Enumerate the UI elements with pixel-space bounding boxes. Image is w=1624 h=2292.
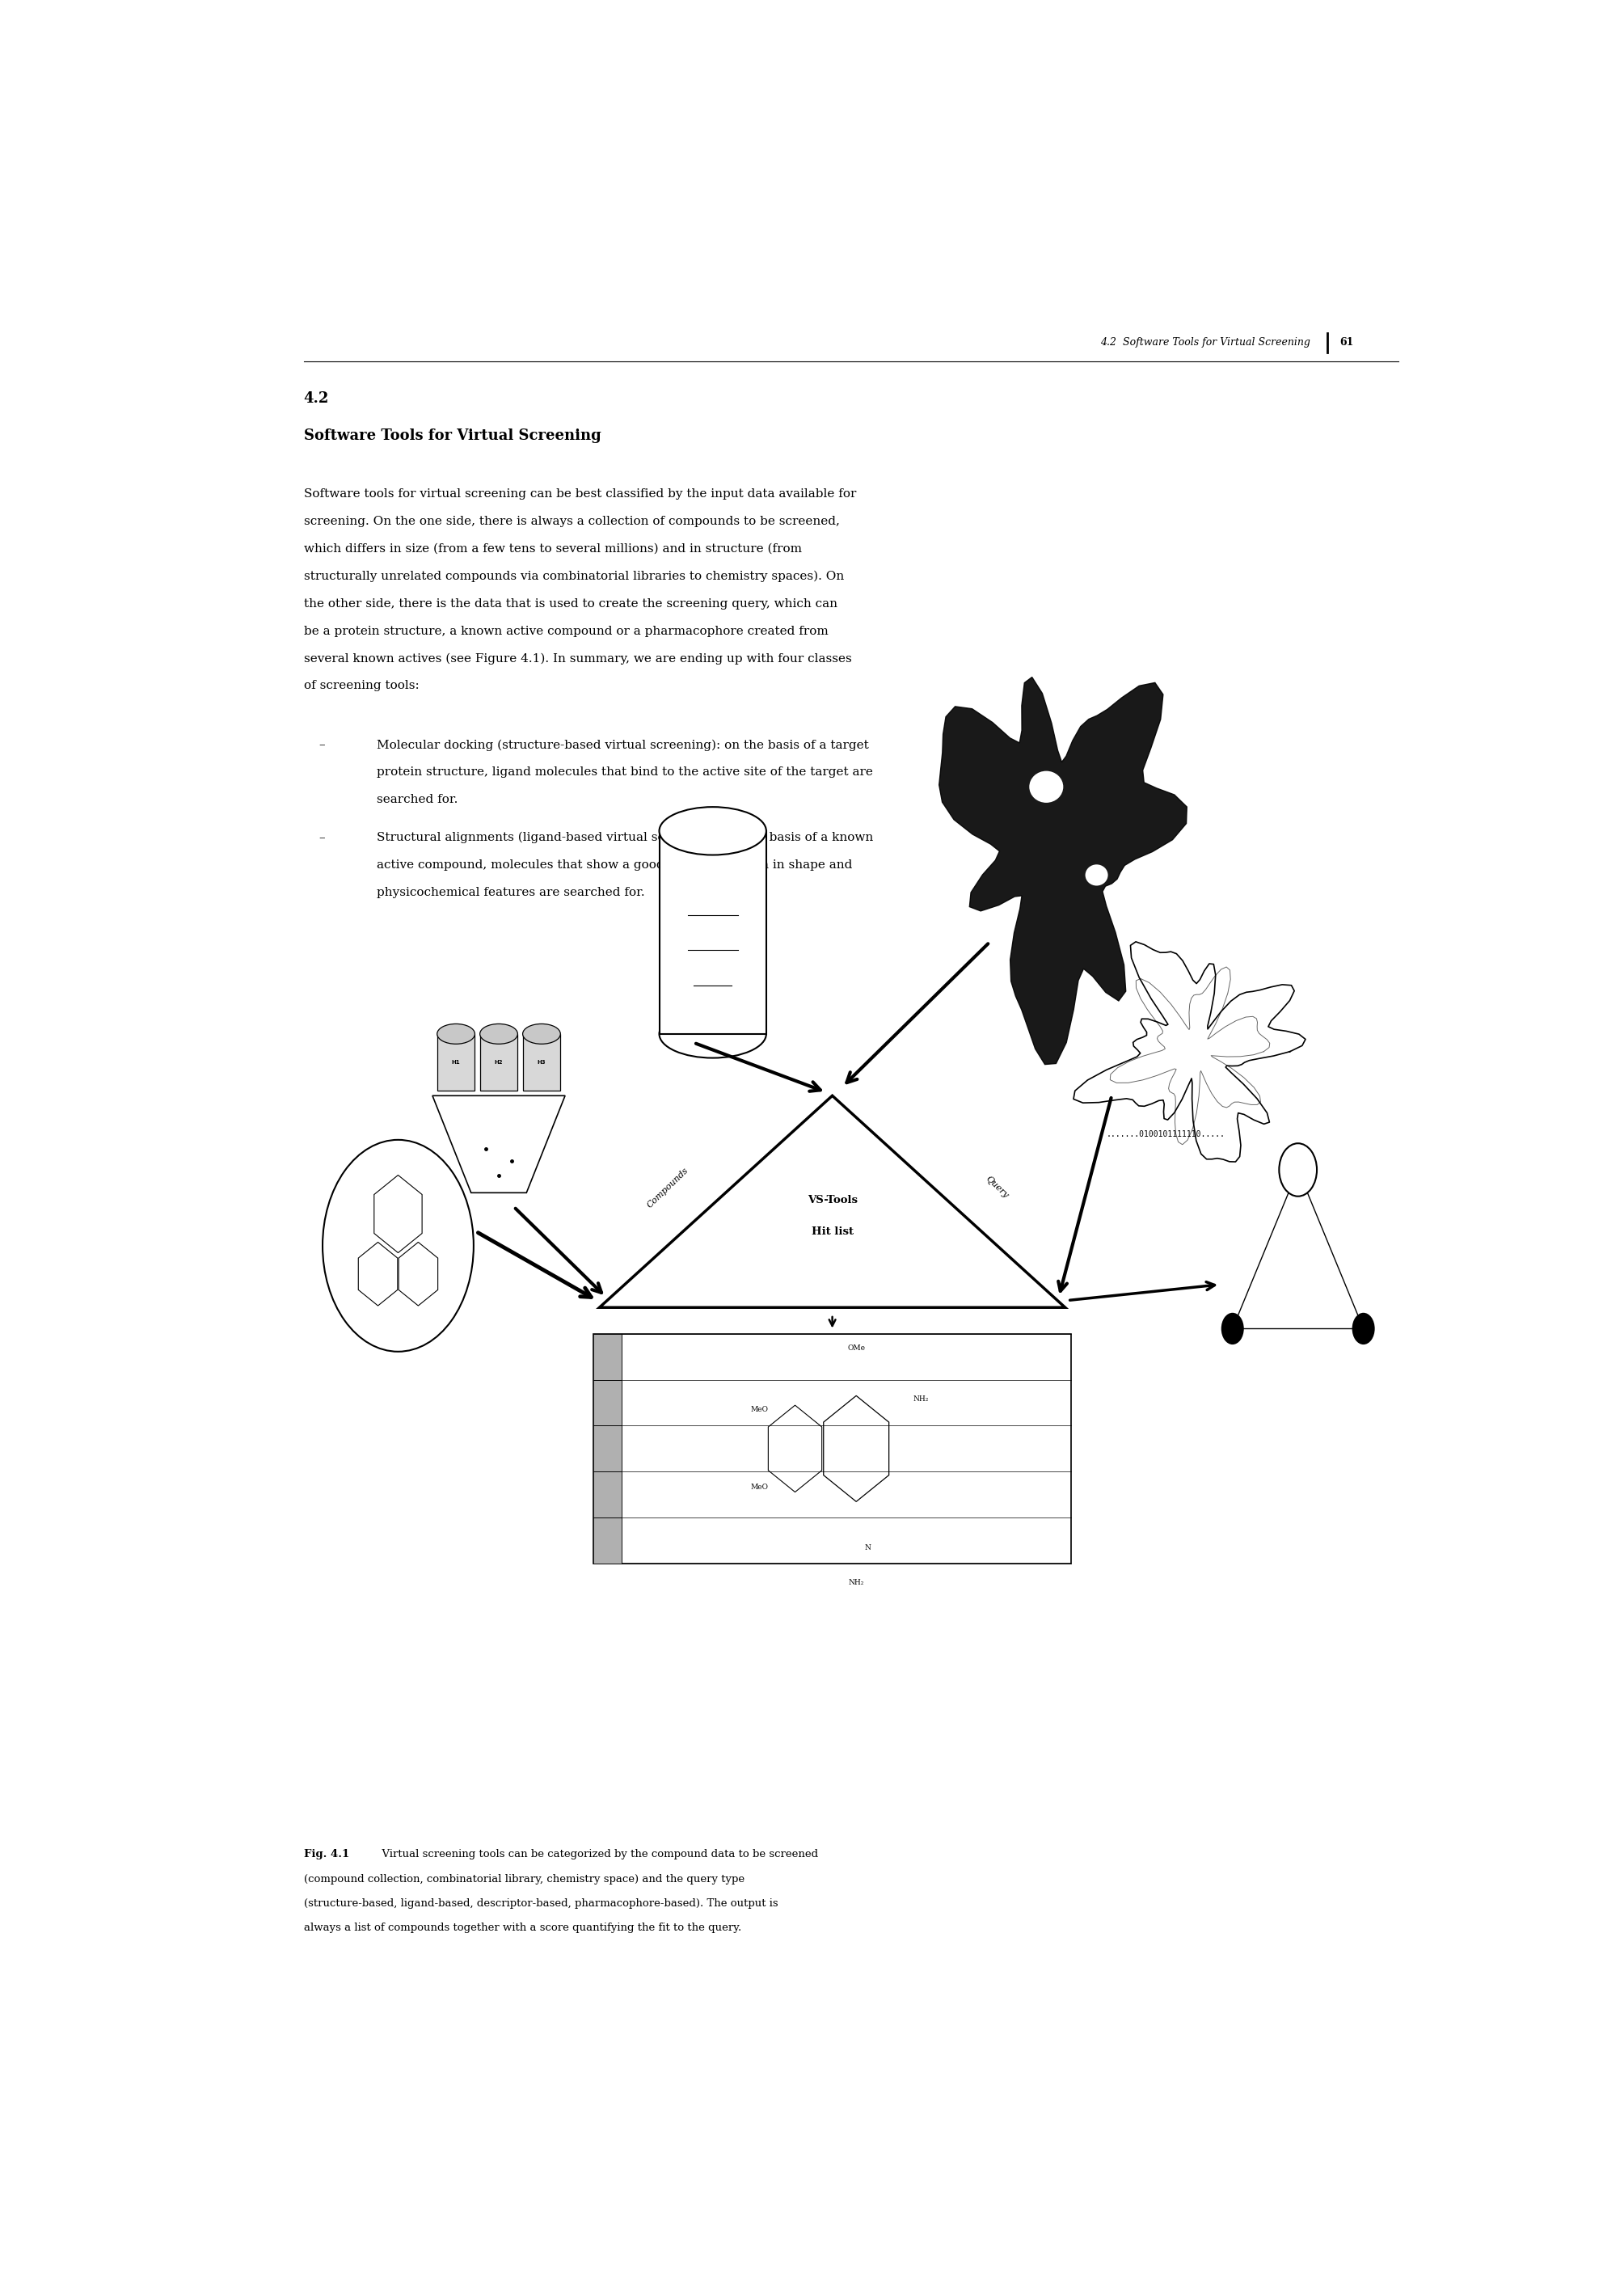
Ellipse shape <box>1085 864 1108 885</box>
Bar <box>437 1034 474 1091</box>
Text: several known actives (see Figure 4.1). In summary, we are ending up with four c: several known actives (see Figure 4.1). … <box>304 653 851 665</box>
Text: VS-Tools: VS-Tools <box>807 1194 857 1206</box>
Text: H2: H2 <box>495 1059 503 1063</box>
Text: (structure-based, ligand-based, descriptor-based, pharmacophore-based). The outp: (structure-based, ligand-based, descript… <box>304 1898 778 1909</box>
Bar <box>593 1471 622 1517</box>
Bar <box>593 1380 622 1426</box>
Text: Hit list: Hit list <box>812 1226 853 1238</box>
Text: –: – <box>318 832 325 843</box>
Polygon shape <box>432 1096 565 1192</box>
Text: physicochemical features are searched for.: physicochemical features are searched fo… <box>377 887 645 898</box>
Text: of screening tools:: of screening tools: <box>304 681 419 692</box>
Text: structurally unrelated compounds via combinatorial libraries to chemistry spaces: structurally unrelated compounds via com… <box>304 571 844 582</box>
Text: MeO: MeO <box>750 1483 768 1492</box>
Ellipse shape <box>481 1025 518 1043</box>
Bar <box>593 1334 1072 1563</box>
Text: Structural alignments (ligand-based virtual screening): on the basis of a known: Structural alignments (ligand-based virt… <box>377 832 874 843</box>
Bar <box>593 1334 622 1380</box>
Text: 61: 61 <box>1340 337 1353 348</box>
Text: Virtual screening tools can be categorized by the compound data to be screened: Virtual screening tools can be categoriz… <box>375 1850 818 1859</box>
Polygon shape <box>1073 942 1306 1162</box>
Text: (compound collection, combinatorial library, chemistry space) and the query type: (compound collection, combinatorial libr… <box>304 1873 744 1884</box>
Text: always a list of compounds together with a score quantifying the fit to the quer: always a list of compounds together with… <box>304 1923 741 1932</box>
Polygon shape <box>939 676 1187 1063</box>
Text: OMe: OMe <box>848 1345 866 1352</box>
Text: the other side, there is the data that is used to create the screening query, wh: the other side, there is the data that i… <box>304 598 838 610</box>
Bar <box>523 1034 560 1091</box>
Ellipse shape <box>659 1011 767 1059</box>
Ellipse shape <box>523 1025 560 1043</box>
Ellipse shape <box>659 807 767 855</box>
Circle shape <box>323 1139 474 1352</box>
Text: MeO: MeO <box>750 1407 768 1414</box>
Text: active compound, molecules that show a good superimposition in shape and: active compound, molecules that show a g… <box>377 860 853 871</box>
Circle shape <box>1280 1144 1317 1196</box>
Ellipse shape <box>1030 770 1064 802</box>
Bar <box>481 1034 518 1091</box>
Text: protein structure, ligand molecules that bind to the active site of the target a: protein structure, ligand molecules that… <box>377 766 874 777</box>
Bar <box>659 832 767 1034</box>
Circle shape <box>1353 1313 1376 1345</box>
Text: Molecular docking (structure-based virtual screening): on the basis of a target: Molecular docking (structure-based virtu… <box>377 740 869 752</box>
Text: NH₂: NH₂ <box>848 1579 864 1586</box>
Text: Software tools for virtual screening can be best classified by the input data av: Software tools for virtual screening can… <box>304 488 856 500</box>
Ellipse shape <box>437 1025 474 1043</box>
Text: H3: H3 <box>538 1059 546 1063</box>
Text: Compounds: Compounds <box>646 1167 690 1210</box>
Text: N: N <box>864 1545 870 1552</box>
Text: NH₂: NH₂ <box>913 1396 929 1403</box>
Text: screening. On the one side, there is always a collection of compounds to be scre: screening. On the one side, there is alw… <box>304 516 840 527</box>
Text: Query: Query <box>984 1176 1010 1201</box>
Text: searched for.: searched for. <box>377 793 458 804</box>
Text: .......0100101111110.....: .......0100101111110..... <box>1106 1130 1226 1139</box>
Circle shape <box>1221 1313 1244 1345</box>
Text: 4.2: 4.2 <box>304 392 330 406</box>
Text: Fig. 4.1: Fig. 4.1 <box>304 1850 349 1859</box>
Text: Software Tools for Virtual Screening: Software Tools for Virtual Screening <box>304 429 601 442</box>
Bar <box>593 1517 622 1563</box>
Text: H1: H1 <box>451 1059 460 1063</box>
Text: be a protein structure, a known active compound or a pharmacophore created from: be a protein structure, a known active c… <box>304 626 828 637</box>
Text: 4.2  Software Tools for Virtual Screening: 4.2 Software Tools for Virtual Screening <box>1101 337 1311 348</box>
Text: which differs in size (from a few tens to several millions) and in structure (fr: which differs in size (from a few tens t… <box>304 543 802 555</box>
Bar <box>593 1426 622 1471</box>
Text: –: – <box>318 740 325 749</box>
